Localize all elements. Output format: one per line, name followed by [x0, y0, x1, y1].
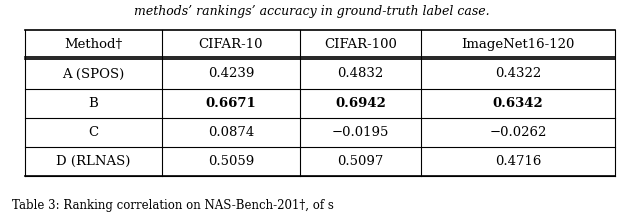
Text: 0.5097: 0.5097: [337, 155, 384, 168]
Text: 0.6671: 0.6671: [205, 97, 256, 110]
Text: 0.0874: 0.0874: [208, 126, 254, 139]
Text: Table 3: Ranking correlation on NAS-Bench-201†, of s: Table 3: Ranking correlation on NAS-Benc…: [12, 199, 334, 212]
Text: 0.4322: 0.4322: [495, 67, 541, 81]
Text: CIFAR-100: CIFAR-100: [324, 38, 397, 51]
Text: 0.6942: 0.6942: [335, 97, 386, 110]
Text: −0.0262: −0.0262: [489, 126, 547, 139]
Text: 0.4716: 0.4716: [495, 155, 541, 168]
Text: B: B: [89, 97, 99, 110]
Text: ImageNet16-120: ImageNet16-120: [461, 38, 575, 51]
Text: −0.0195: −0.0195: [332, 126, 389, 139]
Text: 0.4832: 0.4832: [337, 67, 384, 81]
Text: methods’ rankings’ accuracy in ground-truth label case.: methods’ rankings’ accuracy in ground-tr…: [134, 5, 490, 18]
Text: Method†: Method†: [64, 38, 123, 51]
Text: 0.6342: 0.6342: [492, 97, 544, 110]
Text: A (SPOS): A (SPOS): [62, 67, 125, 81]
Text: 0.4239: 0.4239: [208, 67, 254, 81]
Text: CIFAR-10: CIFAR-10: [198, 38, 263, 51]
Text: C: C: [89, 126, 99, 139]
Text: 0.5059: 0.5059: [208, 155, 254, 168]
Text: D (RLNAS): D (RLNAS): [56, 155, 131, 168]
